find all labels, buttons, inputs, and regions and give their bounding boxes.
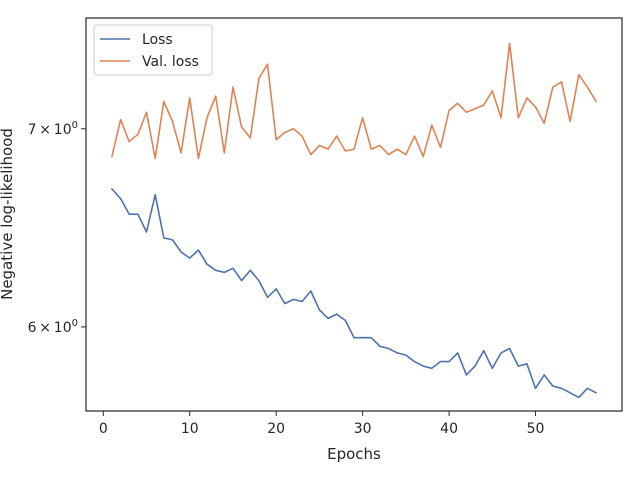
x-tick-label: 30 xyxy=(354,421,372,437)
x-axis-label: Epochs xyxy=(327,445,381,463)
y-axis-label: Negative log-likelihood xyxy=(0,128,16,300)
legend-label-loss: Loss xyxy=(142,32,173,48)
legend-label-val-loss: Val. loss xyxy=(142,54,199,70)
x-tick-label: 50 xyxy=(527,421,545,437)
series-lines xyxy=(111,42,597,399)
series-line-loss xyxy=(111,188,597,399)
y-tick-label: 6 × 100 xyxy=(28,318,78,336)
x-tick-label: 40 xyxy=(440,421,458,437)
x-tick-label: 20 xyxy=(267,421,285,437)
legend-box xyxy=(93,24,213,76)
y-axis: 6 × 100 7 × 100 xyxy=(28,120,86,336)
x-axis: 0 10 20 30 40 50 xyxy=(99,411,545,437)
legend: Loss Val. loss xyxy=(93,24,213,76)
series-line-val-loss xyxy=(111,42,597,160)
x-tick-label: 0 xyxy=(99,421,108,437)
x-tick-label: 10 xyxy=(181,421,199,437)
y-tick-label: 7 × 100 xyxy=(28,120,78,138)
plot-area xyxy=(85,17,623,412)
